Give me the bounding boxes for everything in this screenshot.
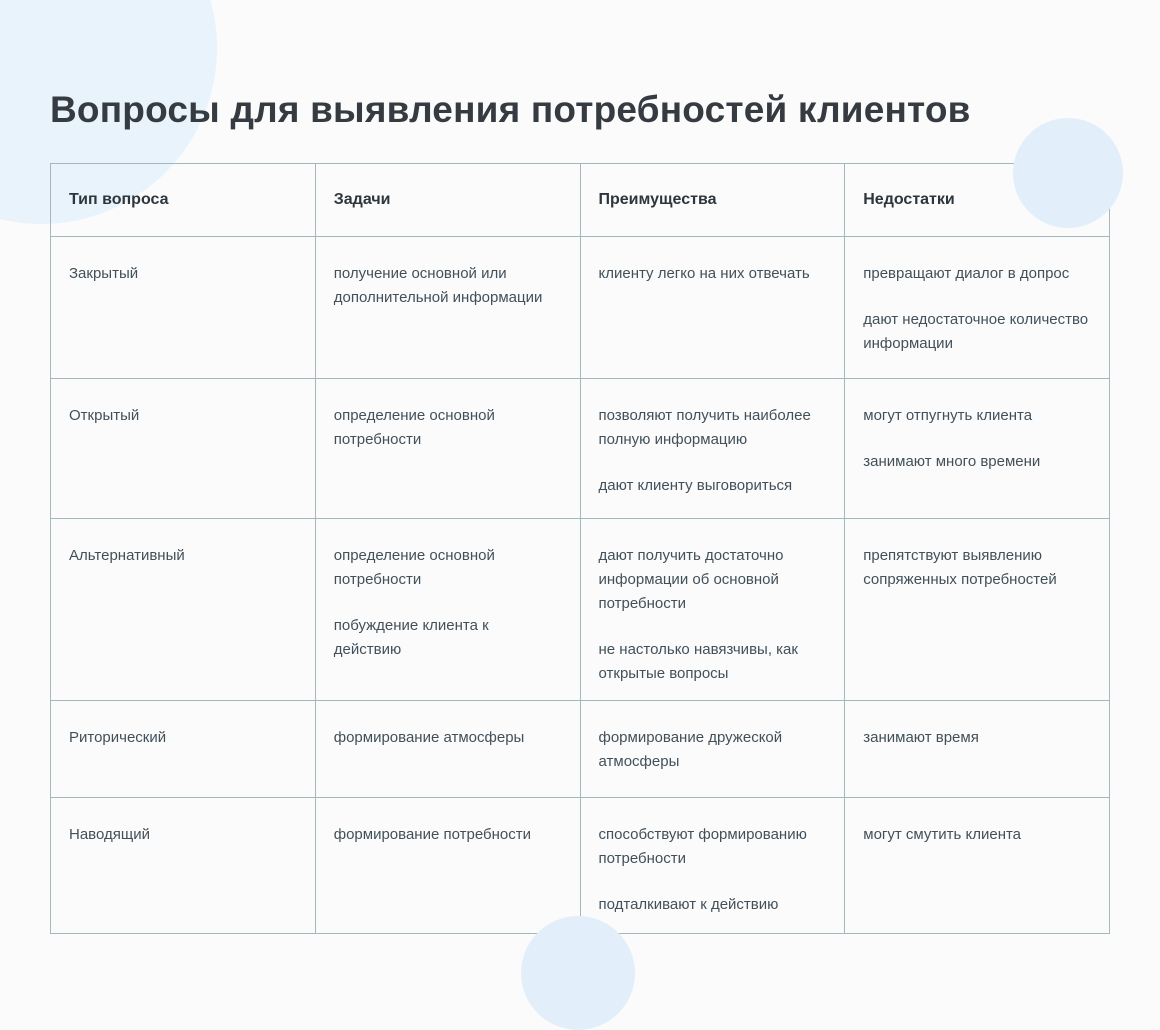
cell-paragraph: занимают время	[863, 729, 979, 746]
cell-paragraph: занимают много времени	[863, 453, 1041, 470]
cell-paragraph: Закрытый	[69, 265, 139, 282]
client-needs-questions-table: Тип вопроса Задачи Преимущества Недостат…	[50, 163, 1110, 934]
table-row: Альтернативный определение основной потре…	[50, 518, 1110, 701]
table-header-row: Тип вопроса Задачи Преимущества Недостат…	[50, 163, 1110, 237]
column-header-question-type: Тип вопроса	[50, 163, 316, 237]
cell-question-type: Риторический	[50, 700, 316, 798]
column-header-tasks: Задачи	[314, 163, 581, 237]
cell-paragraph: получение основной или дополнительной ин…	[333, 265, 543, 306]
cell-paragraph: превращают диалог в допрос	[863, 265, 1070, 282]
cell-question-type: Наводящий	[50, 797, 316, 934]
cell-paragraph: формирование дружеской атмосферы	[598, 729, 783, 770]
page-title: Вопросы для выявления потребностей клиен…	[50, 88, 971, 130]
table-body: Закрытый получение основной или дополните…	[50, 236, 1110, 934]
cell-disadvantages: превращают диалог в допрос дают недостато…	[844, 236, 1110, 379]
cell-paragraph: способствуют формированию потребности	[598, 826, 807, 867]
table-row: Наводящий формирование потребности способс…	[50, 797, 1110, 934]
column-header-disadvantages: Недостатки	[844, 163, 1110, 237]
column-header-advantages: Преимущества	[579, 163, 846, 237]
cell-paragraph: могут смутить клиента	[863, 826, 1022, 843]
cell-paragraph: подталкивают к действию	[598, 896, 779, 913]
cell-paragraph: клиенту легко на них отвечать	[598, 265, 810, 282]
cell-paragraph: дают недостаточное количество информации	[863, 311, 1089, 352]
cell-paragraph: формирование атмосферы	[333, 729, 525, 746]
cell-paragraph: Альтернативный	[69, 547, 185, 564]
cell-paragraph: определение основной потребности	[333, 407, 495, 448]
cell-advantages: позволяют получить наиболее полную инфор…	[579, 378, 846, 519]
cell-tasks: формирование потребности	[314, 797, 581, 934]
cell-paragraph: могут отпугнуть клиента	[863, 407, 1033, 424]
cell-advantages: способствуют формированию потребности под…	[579, 797, 846, 934]
cell-disadvantages: занимают время	[844, 700, 1110, 798]
table-header: Тип вопроса Задачи Преимущества Недостат…	[50, 163, 1110, 237]
cell-paragraph: дают клиенту выговориться	[598, 477, 793, 494]
cell-paragraph: побуждение клиента к действию	[333, 617, 489, 658]
cell-tasks: определение основной потребности	[314, 378, 581, 519]
cell-advantages: формирование дружеской атмосферы	[579, 700, 846, 798]
table-row: Риторический формирование атмосферы формир…	[50, 700, 1110, 798]
cell-paragraph: дают получить достаточно информации об о…	[598, 547, 784, 612]
cell-advantages: дают получить достаточно информации об о…	[579, 518, 846, 701]
cell-disadvantages: могут отпугнуть клиента занимают много вр…	[844, 378, 1110, 519]
cell-paragraph: позволяют получить наиболее полную инфор…	[598, 407, 811, 448]
table-row: Закрытый получение основной или дополните…	[50, 236, 1110, 379]
cell-paragraph: Риторический	[69, 729, 167, 746]
cell-tasks: формирование атмосферы	[314, 700, 581, 798]
cell-advantages: клиенту легко на них отвечать	[579, 236, 846, 379]
cell-paragraph: определение основной потребности	[333, 547, 495, 588]
cell-paragraph: Наводящий	[69, 826, 150, 843]
cell-question-type: Альтернативный	[50, 518, 316, 701]
cell-tasks: получение основной или дополнительной ин…	[314, 236, 581, 379]
cell-question-type: Открытый	[50, 378, 316, 519]
table-row: Открытый определение основной потребности…	[50, 378, 1110, 519]
cell-paragraph: препятствуют выявлению сопряженных потре…	[863, 547, 1057, 588]
cell-paragraph: формирование потребности	[333, 826, 531, 843]
cell-question-type: Закрытый	[50, 236, 316, 379]
cell-disadvantages: препятствуют выявлению сопряженных потре…	[844, 518, 1110, 701]
cell-disadvantages: могут смутить клиента	[844, 797, 1110, 934]
cell-paragraph: Открытый	[69, 407, 140, 424]
cell-tasks: определение основной потребности побужден…	[314, 518, 581, 701]
cell-paragraph: не настолько навязчивы, как открытые воп…	[598, 641, 798, 682]
